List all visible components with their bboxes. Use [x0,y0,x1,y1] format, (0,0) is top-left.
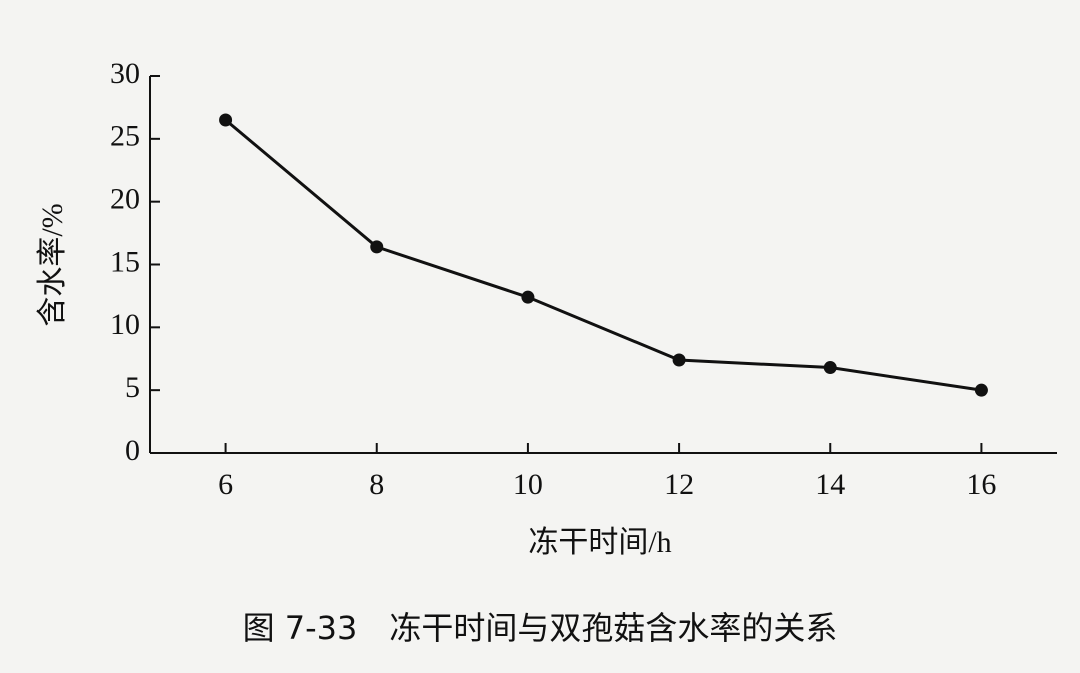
x-tick-label: 14 [815,468,845,501]
point [521,290,535,304]
point [672,353,686,367]
caption: 图 7-33 冻干时间与双孢菇含水率的关系 [243,609,838,647]
y-tick-label: 10 [110,308,140,341]
y-axis-label: 含水率/% [36,203,69,326]
x-tick-label: 16 [966,468,996,501]
y-tick-label: 15 [110,245,140,278]
point [370,240,384,254]
point [974,383,988,397]
line [224,118,982,392]
y-tick-label: 20 [110,183,140,216]
point [823,361,837,375]
y-tick-label: 30 [110,57,140,90]
x-tick-label: 8 [369,468,384,501]
y-tick-label: 25 [110,120,140,153]
x-axis-label: 冻干时间/h [528,526,671,559]
x-tick-label: 12 [664,468,694,501]
x-tick-label: 10 [513,468,543,501]
x-tick-label: 6 [218,468,233,501]
y-tick-label: 0 [125,434,140,467]
point [219,113,233,127]
y-tick-label: 5 [125,371,140,404]
